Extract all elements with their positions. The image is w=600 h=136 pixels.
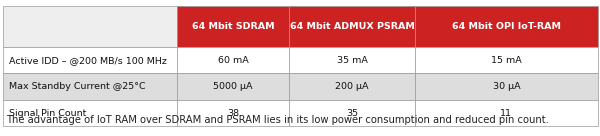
Text: Active IDD – @200 MB/s 100 MHz: Active IDD – @200 MB/s 100 MHz: [9, 56, 167, 65]
Text: 64 Mbit ADMUX PSRAM: 64 Mbit ADMUX PSRAM: [290, 22, 415, 31]
Text: 11: 11: [500, 109, 512, 118]
Text: Max Standby Current @25°C: Max Standby Current @25°C: [9, 82, 146, 91]
Text: 64 Mbit OPI IoT-RAM: 64 Mbit OPI IoT-RAM: [452, 22, 561, 31]
Text: 38: 38: [227, 109, 239, 118]
Bar: [415, 47, 598, 73]
Text: The advantage of IoT RAM over SDRAM and PSRAM lies in its low power consumption : The advantage of IoT RAM over SDRAM and …: [6, 115, 549, 125]
Bar: [415, 100, 598, 126]
Text: 64 Mbit SDRAM: 64 Mbit SDRAM: [192, 22, 274, 31]
Text: 5000 μA: 5000 μA: [214, 82, 253, 91]
Text: 30 μA: 30 μA: [493, 82, 520, 91]
Bar: [415, 73, 598, 100]
Bar: [289, 6, 415, 47]
Text: 60 mA: 60 mA: [218, 56, 248, 65]
Bar: [177, 100, 289, 126]
Text: Signal Pin Count: Signal Pin Count: [9, 109, 86, 118]
Text: 35: 35: [346, 109, 358, 118]
Bar: [3, 73, 177, 100]
Bar: [3, 100, 177, 126]
Bar: [3, 6, 177, 47]
Bar: [177, 6, 289, 47]
Bar: [289, 73, 415, 100]
Text: 15 mA: 15 mA: [491, 56, 522, 65]
Text: 200 μA: 200 μA: [335, 82, 369, 91]
Bar: [3, 47, 177, 73]
Bar: [415, 6, 598, 47]
Text: 35 mA: 35 mA: [337, 56, 368, 65]
Bar: [289, 100, 415, 126]
Bar: [177, 73, 289, 100]
Bar: [289, 47, 415, 73]
Bar: [177, 47, 289, 73]
